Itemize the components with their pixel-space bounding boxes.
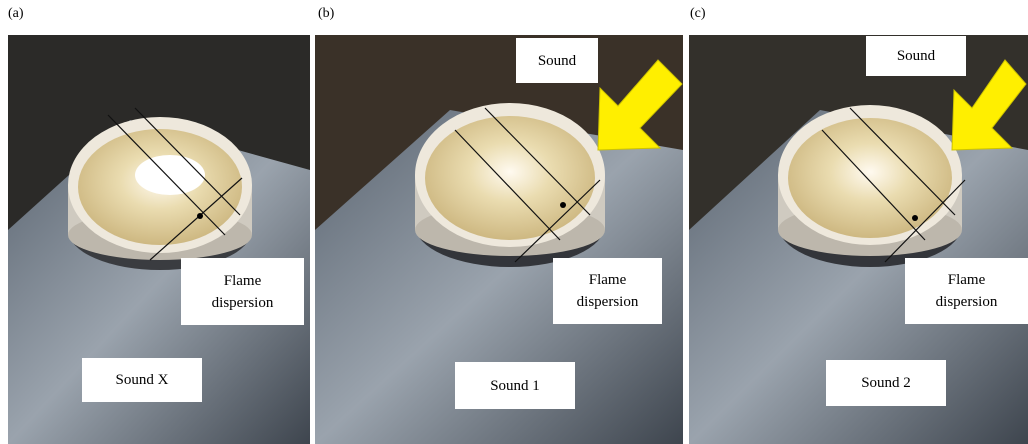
flame-text: Flame (947, 272, 986, 288)
photo-b (315, 35, 683, 444)
panel-label: (c) (690, 6, 706, 21)
photo-a (8, 35, 310, 444)
photo-c (689, 35, 1028, 444)
flame-text: dispersion (935, 294, 998, 310)
panel-label: (b) (318, 6, 335, 21)
arrow-label: Sound (866, 36, 966, 76)
sound-box: Sound 1 (455, 362, 575, 409)
flame-box: Flame dispersion (181, 258, 304, 325)
flame-text: Flame (588, 272, 627, 288)
flame-text: Flame (223, 272, 262, 289)
panel-label: (a) (8, 6, 24, 21)
flame-box: Flame dispersion (553, 258, 662, 324)
flame-text: dispersion (576, 294, 639, 310)
arrow-label: Sound (516, 38, 598, 83)
sound-box: Sound X (82, 358, 202, 402)
flame-box: Flame dispersion (905, 258, 1028, 324)
flame-text: dispersion (211, 294, 274, 311)
sound-box: Sound 2 (826, 360, 946, 406)
